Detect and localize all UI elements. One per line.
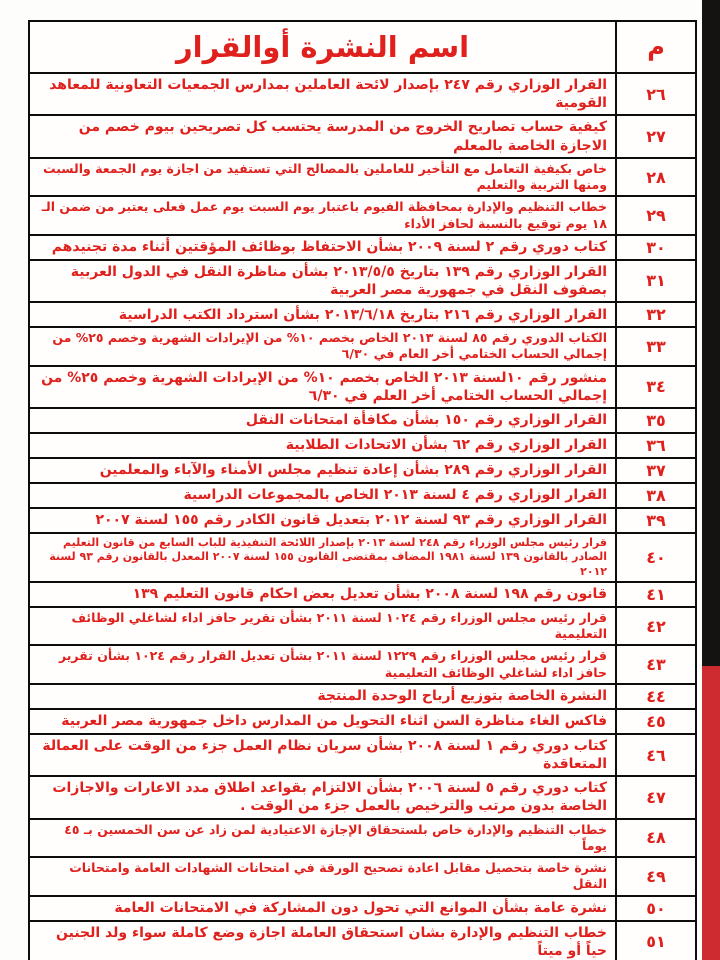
- table-row: ٤٥ فاكس الغاء مناظرة السن اثناء التحويل م…: [28, 707, 697, 735]
- row-title-text: نشرة خاصة بتحصيل مقابل اعادة تصحيح الورق…: [28, 856, 617, 897]
- table-row: ٤٩ نشرة خاصة بتحصيل مقابل اعادة تصحيح الو…: [28, 856, 697, 897]
- row-serial-number: ٣٠: [615, 233, 697, 261]
- table-row: ٣٢ القرار الوزاري رقم ٢١٦ بتاريخ ٢٠١٣/٦/١…: [28, 301, 697, 329]
- row-title-text: قرار رئيس مجلس الوزراء رقم ١٠٢٤ لسنة ٢٠١…: [28, 605, 617, 647]
- table-body: ٢٦ القرار الوزاري رقم ٢٤٧ بإصدار لائحة ال…: [28, 71, 697, 960]
- table-row: ٤٠ قرار رئيس مجلس الوزراء رقم ٢٤٨ لسنة ٢٠…: [28, 532, 697, 583]
- row-serial-number: ٥٠: [615, 894, 697, 922]
- row-serial-number: ٣٩: [615, 507, 697, 534]
- scan-edge-strip-black: [702, 0, 720, 666]
- row-title-text: القرار الوزاري رقم ١٥٠ بشأن مكافأة امتحا…: [28, 407, 617, 434]
- row-serial-number: ٤٣: [615, 644, 697, 685]
- row-title-text: القرار الوزاري رقم ٢١٦ بتاريخ ٢٠١٣/٦/١٨ …: [28, 301, 617, 329]
- row-serial-number: ٣٤: [615, 364, 697, 410]
- row-serial-number: ٤٥: [615, 707, 697, 735]
- bulletins-decisions-table: م اسم النشرة أوالقرار ٢٦ القرار الوزاري ر…: [28, 20, 697, 960]
- row-serial-number: ٢٦: [615, 71, 697, 117]
- row-title-text: خاص بكيفية التعامل مع التأخير للعاملين ب…: [28, 156, 617, 198]
- row-title-text: كتاب دوري رقم ٥ لسنة ٢٠٠٦ بشأن الالتزام …: [28, 775, 617, 820]
- table-row: ٣٦ القرار الوزاري رقم ٦٢ بشأن الاتحادات ا…: [28, 432, 697, 459]
- row-title-text: نشرة عامة بشأن الموانع التي تحول دون الم…: [28, 894, 617, 922]
- row-title-text: القرار الوزاري رقم ٢٨٩ بشأن إعادة تنظيم …: [28, 457, 617, 484]
- row-title-text: خطاب التنظيم والإدارة بشان استحقاق العام…: [28, 919, 617, 960]
- row-title-text: كيفية حساب تصاريح الخروج من المدرسة يحتس…: [28, 114, 617, 159]
- row-title-text: خطاب التنظيم والإدارة خاص بلستحقاق الإجا…: [28, 817, 617, 859]
- row-serial-number: ٤٤: [615, 682, 697, 710]
- row-title-text: خطاب التنظيم والإدارة بمحافظة الفيوم باع…: [28, 195, 617, 236]
- table-row: ٤٦ كتاب دوري رقم ١ لسنة ٢٠٠٨ بشأن سريان ن…: [28, 732, 697, 778]
- row-title-text: كتاب دوري رقم ٢ لسنة ٢٠٠٩ بشأن الاحتفاظ …: [28, 233, 617, 261]
- table-row: ٤٢ قرار رئيس مجلس الوزراء رقم ١٠٢٤ لسنة ٢…: [28, 605, 697, 647]
- table-row: ٤٧ كتاب دوري رقم ٥ لسنة ٢٠٠٦ بشأن الالتزا…: [28, 775, 697, 820]
- row-title-text: قانون رقم ١٩٨ لسنة ٢٠٠٨ بشأن تعديل بعض ا…: [28, 580, 617, 608]
- table-row: ٤١ قانون رقم ١٩٨ لسنة ٢٠٠٨ بشأن تعديل بعض…: [28, 580, 697, 608]
- title-column-header: اسم النشرة أوالقرار: [28, 20, 617, 74]
- table-row: ٣٨ القرار الوزاري رقم ٤ لسنة ٢٠١٣ الخاص ب…: [28, 482, 697, 509]
- row-serial-number: ٤٢: [615, 605, 697, 647]
- table-row: ٣٣ الكتاب الدوري رقم ٨٥ لسنة ٢٠١٣ الخاص ب…: [28, 326, 697, 367]
- table-row: ٢٧ كيفية حساب تصاريح الخروج من المدرسة يح…: [28, 114, 697, 159]
- table-header-row: م اسم النشرة أوالقرار: [28, 20, 697, 74]
- row-title-text: الكتاب الدوري رقم ٨٥ لسنة ٢٠١٣ الخاص بخص…: [28, 326, 617, 367]
- table-row: ٣٧ القرار الوزاري رقم ٢٨٩ بشأن إعادة تنظي…: [28, 457, 697, 484]
- row-title-text: قرار رئيس مجلس الوزراء رقم ٢٤٨ لسنة ٢٠١٣…: [28, 532, 617, 583]
- row-serial-number: ٣٢: [615, 301, 697, 329]
- table-row: ٥٠ نشرة عامة بشأن الموانع التي تحول دون ا…: [28, 894, 697, 922]
- table-row: ٤٣ قرار رئيس مجلس الوزراء رقم ١٢٢٩ لسنة ٢…: [28, 644, 697, 685]
- row-title-text: القرار الوزاري رقم ٦٢ بشأن الاتحادات الط…: [28, 432, 617, 459]
- table-row: ٢٦ القرار الوزاري رقم ٢٤٧ بإصدار لائحة ال…: [28, 71, 697, 117]
- table-row: ٢٩ خطاب التنظيم والإدارة بمحافظة الفيوم ب…: [28, 195, 697, 236]
- row-serial-number: ٢٨: [615, 156, 697, 198]
- table-row: ٥١ خطاب التنظيم والإدارة بشان استحقاق الع…: [28, 919, 697, 960]
- row-serial-number: ٤٧: [615, 775, 697, 820]
- row-title-text: قرار رئيس مجلس الوزراء رقم ١٢٢٩ لسنة ٢٠١…: [28, 644, 617, 685]
- row-title-text: القرار الوزاري رقم ٢٤٧ بإصدار لائحة العا…: [28, 71, 617, 117]
- row-title-text: فاكس الغاء مناظرة السن اثناء التحويل من …: [28, 707, 617, 735]
- row-title-text: القرار الوزاري رقم ١٣٩ بتاريخ ٢٠١٣/٥/٥ ب…: [28, 258, 617, 304]
- row-serial-number: ٣١: [615, 258, 697, 304]
- table-row: ٣١ القرار الوزاري رقم ١٣٩ بتاريخ ٢٠١٣/٥/٥…: [28, 258, 697, 304]
- row-serial-number: ٣٦: [615, 432, 697, 459]
- row-serial-number: ٢٩: [615, 195, 697, 236]
- row-title-text: منشور رقم ١٠لسنة ٢٠١٣ الخاص بخصم ١٠% من …: [28, 364, 617, 410]
- table-row: ٣٠ كتاب دوري رقم ٢ لسنة ٢٠٠٩ بشأن الاحتفا…: [28, 233, 697, 261]
- table-row: ٣٥ القرار الوزاري رقم ١٥٠ بشأن مكافأة امت…: [28, 407, 697, 434]
- table-row: ٤٤ النشرة الخاصة بتوزيع أرباح الوحدة المن…: [28, 682, 697, 710]
- row-title-text: القرار الوزاري رقم ٤ لسنة ٢٠١٣ الخاص بال…: [28, 482, 617, 509]
- table-row: ٣٩ القرار الوزاري رقم ٩٣ لسنة ٢٠١٢ بتعديل…: [28, 507, 697, 534]
- row-serial-number: ٣٥: [615, 407, 697, 434]
- row-serial-number: ٤٩: [615, 856, 697, 897]
- row-serial-number: ٤٠: [615, 532, 697, 583]
- row-title-text: كتاب دوري رقم ١ لسنة ٢٠٠٨ بشأن سريان نظا…: [28, 732, 617, 778]
- table-row: ٤٨ خطاب التنظيم والإدارة خاص بلستحقاق الإ…: [28, 817, 697, 859]
- row-serial-number: ٣٨: [615, 482, 697, 509]
- row-serial-number: ٣٧: [615, 457, 697, 484]
- row-serial-number: ٢٧: [615, 114, 697, 159]
- table-row: ٢٨ خاص بكيفية التعامل مع التأخير للعاملين…: [28, 156, 697, 198]
- table-row: ٣٤ منشور رقم ١٠لسنة ٢٠١٣ الخاص بخصم ١٠% م…: [28, 364, 697, 410]
- row-title-text: النشرة الخاصة بتوزيع أرباح الوحدة المنتج…: [28, 682, 617, 710]
- scan-edge-strip-red: [702, 666, 720, 960]
- row-title-text: القرار الوزاري رقم ٩٣ لسنة ٢٠١٢ بتعديل ق…: [28, 507, 617, 534]
- row-serial-number: ٣٣: [615, 326, 697, 367]
- row-serial-number: ٤٦: [615, 732, 697, 778]
- row-serial-number: ٥١: [615, 919, 697, 960]
- scan-edge-strip: [702, 0, 720, 960]
- serial-column-header: م: [615, 20, 697, 74]
- row-serial-number: ٤٨: [615, 817, 697, 859]
- row-serial-number: ٤١: [615, 580, 697, 608]
